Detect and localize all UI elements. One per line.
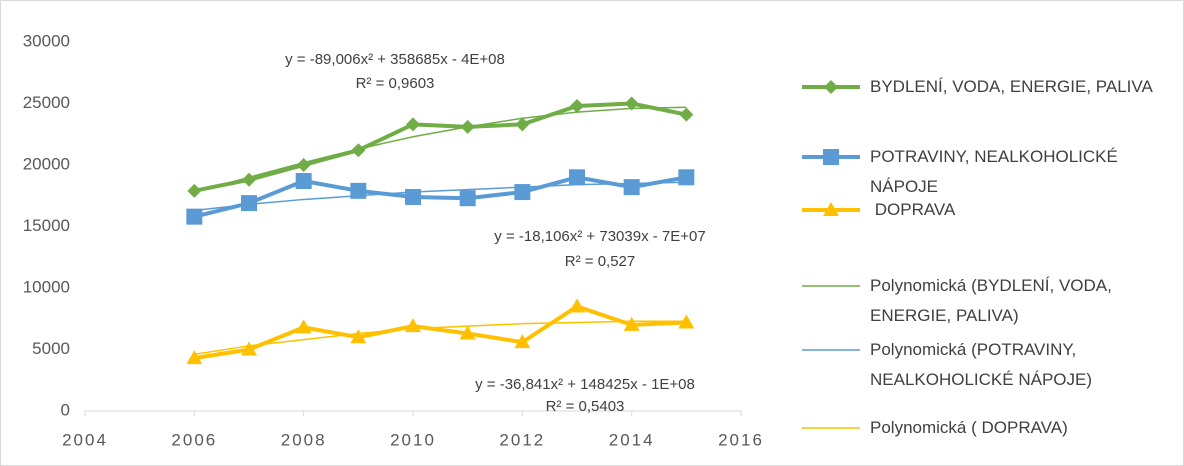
y-tick-label: 10000	[23, 277, 70, 296]
marker	[460, 119, 475, 134]
marker	[823, 202, 839, 216]
legend-label: Polynomická (POTRAVINY, NEALKOHOLICKÉ NÁ…	[870, 340, 1093, 389]
x-tick-label: 2004	[62, 430, 108, 449]
marker	[405, 188, 421, 205]
marker	[295, 319, 312, 334]
marker	[623, 316, 640, 331]
marker	[570, 98, 584, 113]
marker	[623, 179, 640, 196]
y-tick-label: 5000	[32, 339, 70, 358]
marker	[241, 341, 257, 356]
legend-item: POTRAVINY, NEALKOHOLICKÉ NÁPOJE	[800, 142, 1180, 202]
marker	[678, 314, 695, 329]
series-line	[193, 175, 687, 219]
series-line	[193, 101, 687, 193]
x-tick-label: 2006	[171, 430, 217, 449]
annotation: y = -18,106x² + 73039x - 7E+07	[494, 228, 705, 245]
y-tick-label: 25000	[23, 93, 70, 112]
legend-label: Polynomická (BYDLENÍ, VODA, ENERGIE, PAL…	[870, 276, 1117, 325]
x-tick-label: 2016	[718, 430, 764, 449]
series-line	[194, 304, 687, 361]
marker	[459, 190, 476, 207]
annotation: R² = 0,9603	[356, 75, 435, 92]
legend-label: BYDLENÍ, VODA, ENERGIE, PALIVA	[870, 77, 1153, 96]
x-tick-label: 2012	[499, 430, 545, 449]
marker	[350, 182, 367, 199]
x-tick-label: 2014	[609, 430, 655, 449]
marker	[405, 318, 421, 333]
legend-item: Polynomická (BYDLENÍ, VODA, ENERGIE, PAL…	[800, 271, 1180, 331]
marker	[295, 172, 312, 189]
marker	[242, 172, 256, 187]
legend-symbol	[802, 285, 860, 287]
legend-item: Polynomická ( DOPRAVA)	[800, 413, 1180, 443]
legend-symbol	[802, 349, 860, 351]
marker	[515, 117, 530, 132]
annotation: R² = 0,5403	[546, 398, 625, 415]
trendline	[194, 106, 687, 193]
legend-symbol	[802, 427, 860, 429]
marker	[459, 325, 476, 340]
marker	[296, 158, 311, 172]
legend-symbol	[802, 202, 860, 216]
marker	[406, 117, 420, 132]
annotation: y = -36,841x² + 148425x - 1E+08	[475, 376, 695, 393]
marker	[186, 208, 203, 225]
annotation: y = -89,006x² + 358685x - 4E+08	[285, 51, 505, 68]
x-tick-label: 2010	[390, 430, 436, 449]
legend-item: BYDLENÍ, VODA, ENERGIE, PALIVA	[800, 72, 1180, 102]
annotation: R² = 0,527	[565, 253, 635, 270]
legend-item: DOPRAVA	[800, 195, 1180, 225]
marker	[350, 329, 367, 344]
marker	[514, 184, 531, 201]
marker	[678, 169, 695, 186]
trendline	[194, 320, 687, 356]
marker	[823, 149, 839, 165]
marker	[824, 80, 838, 94]
y-tick-label: 15000	[23, 216, 70, 235]
marker	[514, 334, 531, 349]
legend-label: DOPRAVA	[870, 200, 956, 219]
marker	[569, 298, 585, 313]
legend-label: Polynomická ( DOPRAVA)	[870, 418, 1068, 437]
y-tick-label: 20000	[23, 154, 70, 173]
legend-label: POTRAVINY, NEALKOHOLICKÉ NÁPOJE	[870, 147, 1123, 196]
y-tick-label: 0	[61, 400, 70, 419]
marker	[679, 107, 694, 122]
marker	[624, 96, 639, 111]
marker	[241, 195, 257, 212]
marker	[351, 143, 366, 158]
x-tick-label: 2008	[281, 430, 327, 449]
legend-symbol	[802, 80, 860, 94]
legend-symbol	[802, 149, 860, 165]
marker	[186, 350, 203, 365]
marker	[569, 169, 585, 186]
legend-item: Polynomická (POTRAVINY, NEALKOHOLICKÉ NÁ…	[800, 335, 1180, 395]
y-tick-label: 30000	[23, 31, 70, 50]
marker	[187, 183, 202, 198]
